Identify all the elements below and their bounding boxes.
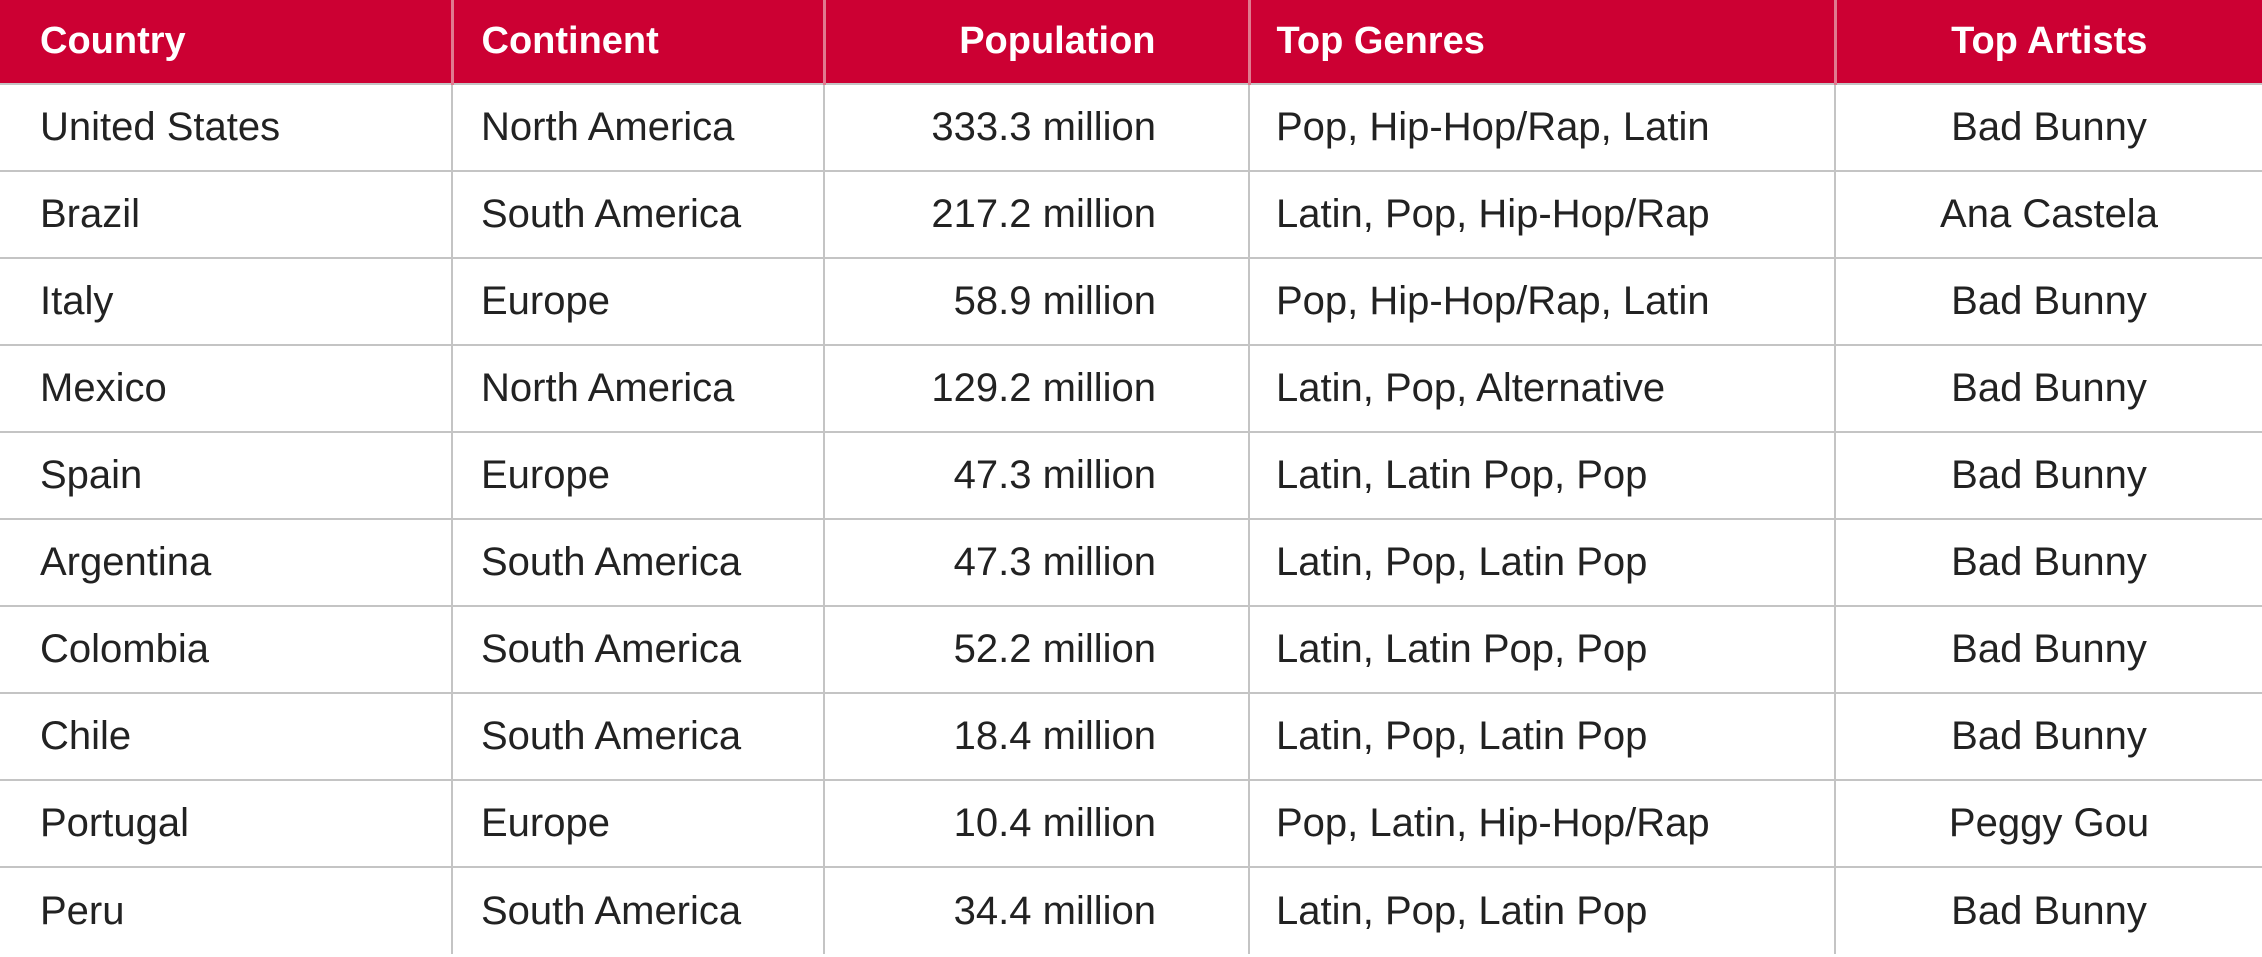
table-cell: North America	[451, 83, 825, 172]
table-cell: Italy	[0, 257, 453, 346]
column-header: Top Genres	[1247, 0, 1835, 84]
table-row: Mexico North America 129.2 million Latin, P…	[0, 344, 2262, 433]
table-cell: Pop, Hip-Hop/Rap, Latin	[1248, 257, 1836, 346]
table-cell: North America	[451, 344, 825, 433]
table-cell: Pop, Latin, Hip-Hop/Rap	[1248, 779, 1836, 868]
table-cell: South America	[451, 605, 825, 694]
table-cell: 34.4 million	[823, 866, 1250, 954]
table-cell: Chile	[0, 692, 453, 781]
table-cell: 18.4 million	[823, 692, 1250, 781]
column-header: Population	[822, 0, 1249, 84]
table-cell: Latin, Pop, Latin Pop	[1248, 518, 1836, 607]
table-cell: Europe	[451, 779, 825, 868]
table-cell: South America	[451, 692, 825, 781]
table-cell: Spain	[0, 431, 453, 520]
table-cell: 58.9 million	[823, 257, 1250, 346]
table-body: United States North America 333.3 million P…	[0, 83, 2262, 954]
table-cell: Mexico	[0, 344, 453, 433]
table-cell: Peggy Gou	[1834, 779, 2262, 868]
table-cell: 47.3 million	[823, 431, 1250, 520]
table-cell: 217.2 million	[823, 170, 1250, 259]
table-cell: Latin, Pop, Latin Pop	[1248, 692, 1836, 781]
table-row: Brazil South America 217.2 million Latin, P…	[0, 170, 2262, 259]
table-cell: 10.4 million	[823, 779, 1250, 868]
column-header: Continent	[450, 0, 824, 84]
table-row: Portugal Europe 10.4 million Pop, Latin, Hi…	[0, 779, 2262, 868]
header-row: Country Continent Population Top Genres Top …	[0, 0, 2262, 84]
table-cell: 52.2 million	[823, 605, 1250, 694]
table-row: Spain Europe 47.3 million Latin, Latin Pop,…	[0, 431, 2262, 520]
table-cell: Europe	[451, 257, 825, 346]
table-cell: Latin, Latin Pop, Pop	[1248, 605, 1836, 694]
table-cell: Portugal	[0, 779, 453, 868]
table-row: Colombia South America 52.2 million Latin, …	[0, 605, 2262, 694]
table-cell: 129.2 million	[823, 344, 1250, 433]
table-header: Country Continent Population Top Genres Top …	[0, 0, 2262, 84]
table-cell: Bad Bunny	[1834, 518, 2262, 607]
table-cell: Ana Castela	[1834, 170, 2262, 259]
table-cell: United States	[0, 83, 453, 172]
table-cell: Brazil	[0, 170, 453, 259]
table-cell: Bad Bunny	[1834, 431, 2262, 520]
table-row: Italy Europe 58.9 million Pop, Hip-Hop/Rap,…	[0, 257, 2262, 346]
table-row: Chile South America 18.4 million Latin, Pop…	[0, 692, 2262, 781]
table-cell: Latin, Pop, Latin Pop	[1248, 866, 1836, 954]
table-cell: Bad Bunny	[1834, 83, 2262, 172]
table-cell: South America	[451, 170, 825, 259]
table-cell: South America	[451, 866, 825, 954]
table-cell: 333.3 million	[823, 83, 1250, 172]
table-cell: South America	[451, 518, 825, 607]
table-cell: Latin, Pop, Alternative	[1248, 344, 1836, 433]
table-row: Argentina South America 47.3 million Latin,…	[0, 518, 2262, 607]
table-row: United States North America 333.3 million P…	[0, 83, 2262, 172]
column-header: Top Artists	[1833, 0, 2262, 84]
table-cell: Bad Bunny	[1834, 257, 2262, 346]
column-header: Country	[0, 0, 452, 84]
table-cell: Bad Bunny	[1834, 692, 2262, 781]
table-cell: Bad Bunny	[1834, 866, 2262, 954]
table-cell: Latin, Pop, Hip-Hop/Rap	[1248, 170, 1836, 259]
table-cell: Latin, Latin Pop, Pop	[1248, 431, 1836, 520]
table-cell: Europe	[451, 431, 825, 520]
table-cell: Peru	[0, 866, 453, 954]
table-cell: 47.3 million	[823, 518, 1250, 607]
table-cell: Pop, Hip-Hop/Rap, Latin	[1248, 83, 1836, 172]
table-row: Peru South America 34.4 million Latin, Pop,…	[0, 866, 2262, 954]
table-cell: Bad Bunny	[1834, 605, 2262, 694]
table-cell: Colombia	[0, 605, 453, 694]
table-cell: Argentina	[0, 518, 453, 607]
table-cell: Bad Bunny	[1834, 344, 2262, 433]
